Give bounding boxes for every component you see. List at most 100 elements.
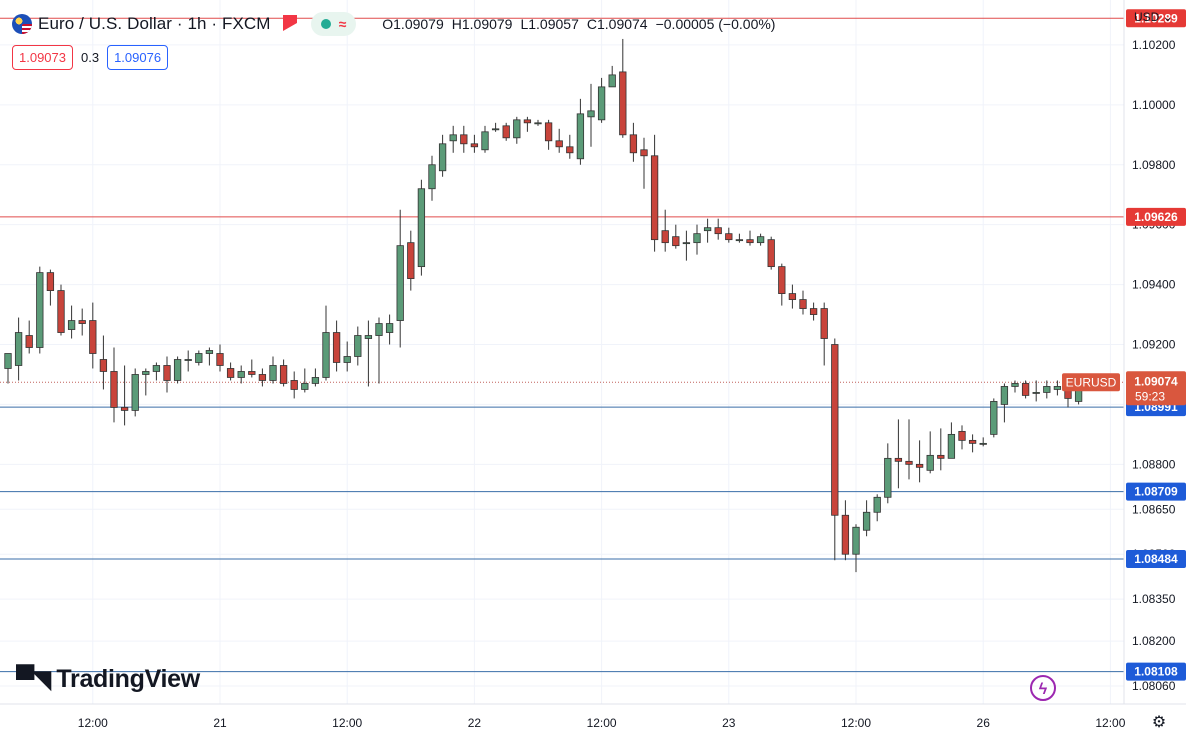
candle-down xyxy=(937,454,945,459)
candle-down xyxy=(78,320,86,324)
currency-selector[interactable]: USD ⌄ xyxy=(1134,10,1173,24)
candle-down xyxy=(25,335,33,348)
candle-up xyxy=(301,383,309,390)
candle-up xyxy=(926,454,934,471)
symbol-tag-label: EURUSD xyxy=(1066,375,1117,389)
symbol-title[interactable]: Euro / U.S. Dollar · 1h · FXCM xyxy=(38,14,271,33)
price-tick-label: 1.09800 xyxy=(1132,158,1176,172)
horizontal-levels xyxy=(0,17,1124,673)
candle-down xyxy=(820,308,828,339)
time-tick-label: 12:00 xyxy=(78,716,108,730)
candle-down xyxy=(502,125,510,139)
candle-down xyxy=(544,122,553,142)
price-tick-label: 1.08060 xyxy=(1132,679,1176,693)
candle-down xyxy=(89,320,97,354)
candle-up xyxy=(237,371,245,378)
candle-up xyxy=(756,236,765,244)
candle-up xyxy=(534,122,542,125)
time-axis[interactable]: 12:00 21 12:00 22 12:00 23 12:00 26 12:00 xyxy=(78,716,1126,730)
candle-up xyxy=(852,526,860,555)
candle-up xyxy=(67,320,76,330)
candle-down xyxy=(258,374,267,381)
candle-up xyxy=(587,110,595,118)
price-tick-label: 1.10000 xyxy=(1132,98,1176,112)
candle-down xyxy=(163,365,171,381)
candle-up xyxy=(364,335,373,339)
time-tick-label: 12:00 xyxy=(587,716,617,730)
candle-down xyxy=(57,290,65,333)
price-tick-label: 1.09200 xyxy=(1132,338,1176,352)
sell-button[interactable]: 1.09073 xyxy=(12,45,73,70)
candle-up xyxy=(343,356,351,363)
candle-up xyxy=(14,332,23,366)
candle-up xyxy=(1032,392,1040,394)
candle-up xyxy=(152,365,161,372)
candle-down xyxy=(1021,383,1030,396)
tradingview-logo: ▀◥ TradingView xyxy=(16,664,200,695)
candle-up xyxy=(884,457,892,498)
ohlc-high: H1.09079 xyxy=(451,16,513,32)
flag-icon[interactable] xyxy=(282,15,297,31)
chart-header: Euro / U.S. Dollar · 1h · FXCM ≈ O1.0907… xyxy=(12,12,775,36)
ohlc-close: C1.09074 xyxy=(586,16,648,32)
level-price-label: 1.08108 xyxy=(1134,665,1178,679)
time-tick-label: 21 xyxy=(213,716,227,730)
candle-up xyxy=(375,323,383,336)
candle-up xyxy=(1043,386,1051,393)
candle-down xyxy=(290,380,298,390)
symbol-tag xyxy=(1062,373,1120,392)
candle-up xyxy=(1053,386,1062,390)
candle-up xyxy=(173,359,182,381)
buy-button[interactable]: 1.09076 xyxy=(107,45,169,70)
candle-down xyxy=(809,308,818,315)
time-tick-label: 26 xyxy=(977,716,991,730)
time-tick-label: 22 xyxy=(468,716,482,730)
candle-up xyxy=(205,350,214,354)
logo-text: TradingView xyxy=(56,665,200,693)
candle-up xyxy=(36,272,44,348)
candle-up xyxy=(385,323,394,333)
grid xyxy=(0,0,1124,704)
chevron-down-icon: ⌄ xyxy=(1162,10,1173,24)
price-tick-label: 1.10200 xyxy=(1132,38,1176,52)
lightning-icon[interactable]: ϟ xyxy=(1030,675,1056,701)
candle-up xyxy=(1000,386,1009,405)
candle-up xyxy=(608,74,616,88)
market-status-pill[interactable]: ≈ xyxy=(310,12,357,36)
candle-up xyxy=(417,188,426,268)
candle-up xyxy=(184,359,192,361)
level-price-label: 1.08484 xyxy=(1134,552,1178,566)
candle-down xyxy=(216,353,224,366)
ohlc-values: O1.09079 H1.09079 L1.09057 C1.09074 −0.0… xyxy=(382,16,775,32)
candle-up xyxy=(491,128,500,131)
price-axis[interactable]: 1.080601.082001.083501.085001.086501.088… xyxy=(1132,38,1176,693)
time-tick-label: 12:00 xyxy=(841,716,871,730)
candle-down xyxy=(788,293,797,300)
price-tick-label: 1.08650 xyxy=(1132,502,1176,516)
candle-down xyxy=(629,134,638,154)
gear-icon[interactable]: ⚙ xyxy=(1151,714,1167,731)
ohlc-low: L1.09057 xyxy=(520,16,579,32)
candle-down xyxy=(778,266,786,294)
candle-down xyxy=(767,239,775,268)
candle-up xyxy=(481,131,489,151)
candle-up xyxy=(142,371,150,375)
currency-label: USD xyxy=(1134,10,1160,24)
candle-up xyxy=(703,227,712,232)
candle-down xyxy=(555,140,563,148)
candle-down xyxy=(407,242,415,280)
tradingview-mark-icon: ▀◥ xyxy=(16,664,51,694)
last-price-label: 1.09074 xyxy=(1134,374,1178,388)
candle-up xyxy=(131,374,139,411)
candle-down xyxy=(279,365,288,384)
candle-down xyxy=(905,460,913,465)
candle-up xyxy=(735,239,744,242)
level-price-label: 1.10289 xyxy=(1134,11,1178,25)
candle-down xyxy=(958,430,966,441)
quote-panel: 1.09073 0.3 1.09076 xyxy=(12,45,169,70)
candle-down xyxy=(110,371,118,408)
level-price-tag xyxy=(1126,482,1186,501)
price-tags: 1.102891.096261.089911.087091.084841.081… xyxy=(1062,9,1186,681)
price-tick-label: 1.08350 xyxy=(1132,592,1176,606)
